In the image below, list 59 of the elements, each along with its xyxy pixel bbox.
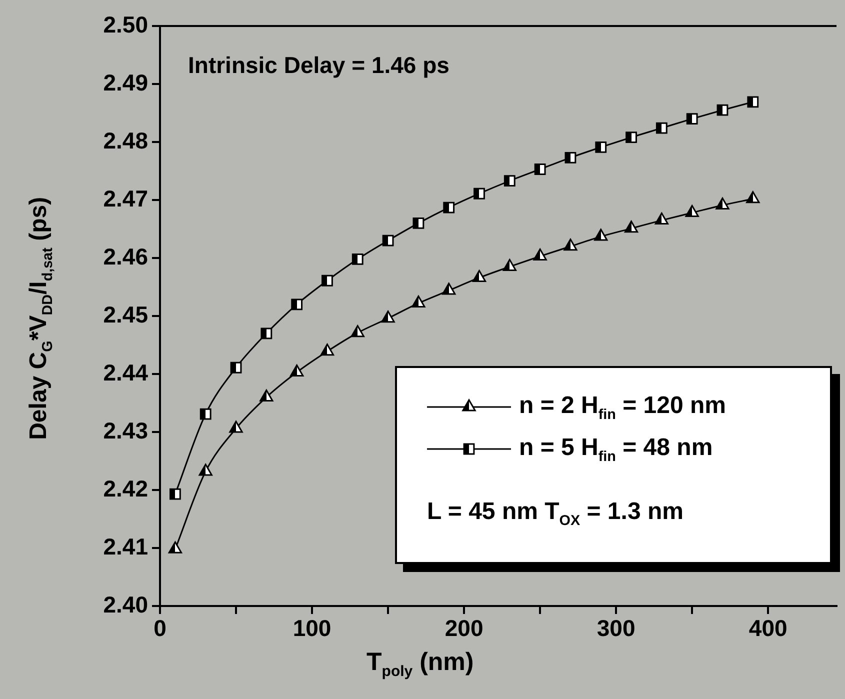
point <box>352 253 364 265</box>
point <box>412 218 424 229</box>
point <box>504 175 516 187</box>
y-tick-label: 2.49 <box>103 69 148 96</box>
y-tick-label: 2.46 <box>103 243 148 270</box>
legend-label: n = 5 H$_{fin}$ = 48 nm <box>519 434 713 464</box>
point <box>686 113 698 124</box>
point <box>443 202 455 214</box>
point <box>230 362 242 374</box>
x-tick-label: 300 <box>596 615 636 642</box>
point <box>472 270 486 282</box>
point <box>534 164 546 175</box>
point <box>168 541 182 554</box>
point <box>382 234 394 246</box>
point <box>198 464 212 476</box>
annotation: L = 45 nm T$_{OX}$ = 1.3 nm <box>427 498 684 529</box>
x-tick-label: 100 <box>292 615 332 642</box>
y-tick-label: 2.43 <box>103 417 148 444</box>
point <box>442 282 456 295</box>
point <box>716 104 728 116</box>
point <box>260 328 272 340</box>
point <box>320 344 334 356</box>
y-tick-label: 2.41 <box>103 533 148 560</box>
point <box>474 188 485 200</box>
point <box>656 122 668 134</box>
point <box>350 325 364 338</box>
y-tick-label: 2.40 <box>103 591 148 618</box>
point <box>594 228 608 241</box>
point <box>654 212 668 225</box>
x-tick-label: 200 <box>444 615 484 642</box>
y-tick-label: 2.42 <box>103 475 148 502</box>
x-axis-title: T$_{poly}$ (nm) <box>366 648 474 680</box>
point <box>564 238 578 251</box>
y-tick-label: 2.48 <box>103 127 148 154</box>
point <box>533 248 547 261</box>
point <box>229 420 243 433</box>
x-tick-label: 400 <box>748 615 788 642</box>
point <box>685 205 699 218</box>
y-tick-label: 2.47 <box>103 185 148 212</box>
point <box>322 274 333 286</box>
point <box>564 152 576 164</box>
point <box>746 191 760 204</box>
y-tick-label: 2.50 <box>103 11 148 38</box>
x-tick-label: 0 <box>154 615 166 642</box>
y-tick-label: 2.44 <box>103 359 148 386</box>
y-tick-label: 2.45 <box>103 301 148 328</box>
point <box>626 132 637 144</box>
point <box>624 220 638 233</box>
point <box>595 142 607 153</box>
point <box>260 389 274 402</box>
point <box>291 298 303 310</box>
point <box>716 197 730 210</box>
legend-label: n = 2 H$_{fin}$ = 120 nm <box>519 392 726 422</box>
point <box>381 310 395 323</box>
annotation: Intrinsic Delay = 1.46 ps <box>188 52 450 79</box>
point <box>502 258 516 271</box>
point <box>290 364 304 377</box>
point <box>747 96 759 108</box>
point <box>412 295 426 308</box>
